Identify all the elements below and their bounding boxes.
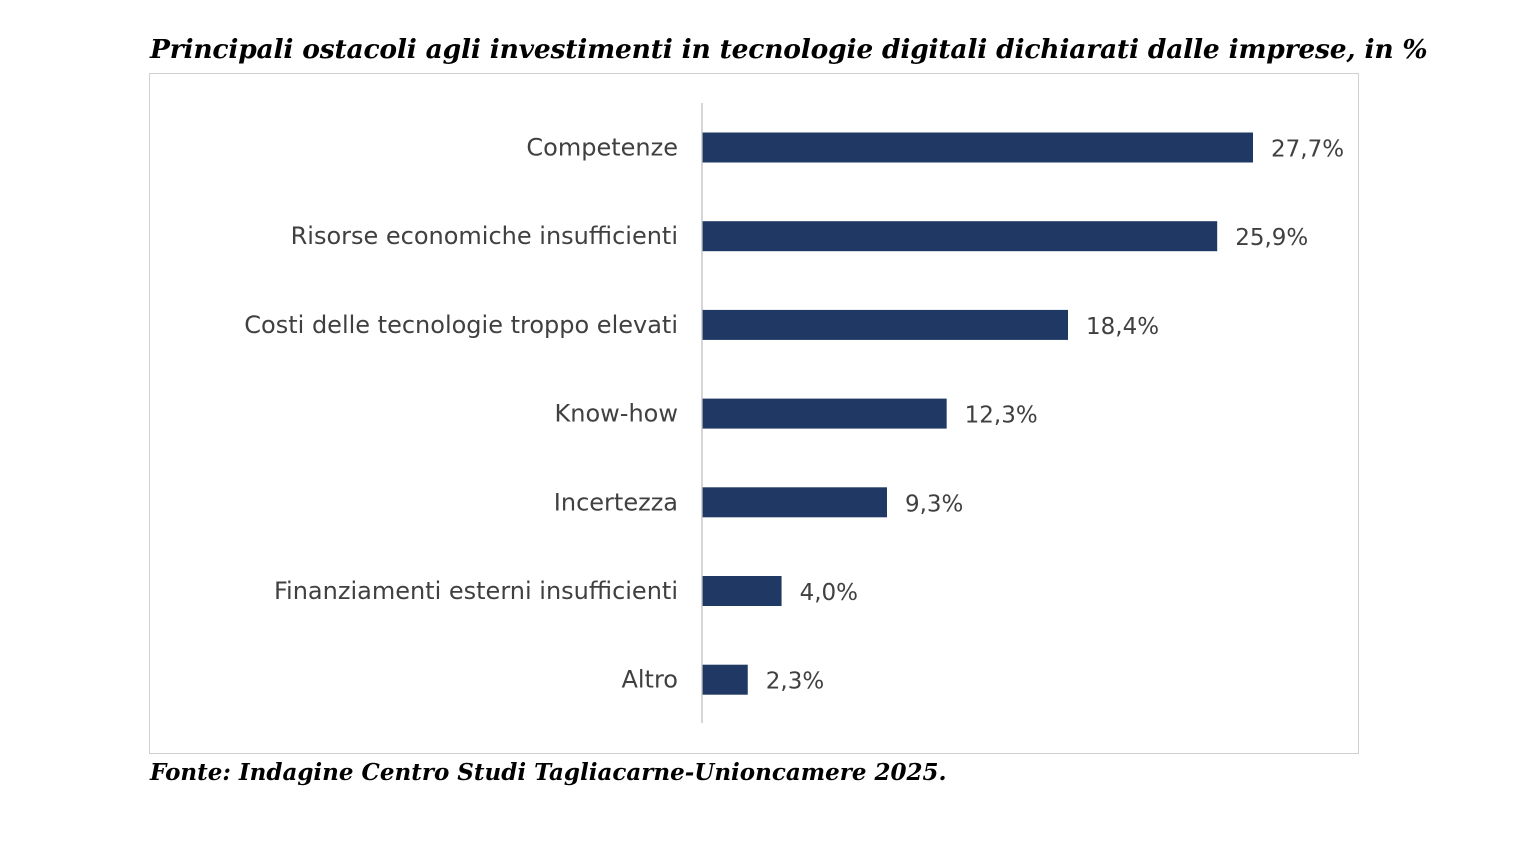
value-label: 18,4%: [1086, 314, 1159, 340]
category-label: Finanziamenti esterni insufficienti: [274, 577, 678, 605]
value-label: 4,0%: [800, 580, 858, 606]
bar: [702, 576, 782, 606]
value-label: 27,7%: [1271, 137, 1344, 163]
bar-group: Costi delle tecnologie troppo elevati 18,…: [244, 309, 1159, 340]
bar: [702, 221, 1218, 252]
category-label: Competenze: [526, 134, 678, 162]
value-label: 12,3%: [965, 403, 1038, 429]
source-note: Fonte: Indagine Centro Studi Tagliacarne…: [150, 759, 947, 786]
bar-group: Risorse economiche insufficienti 25,9%: [291, 221, 1308, 252]
chart-title: Principali ostacoli agli investimenti in…: [150, 34, 1428, 65]
chart-area: [149, 73, 1359, 754]
bar-group: Altro 2,3%: [621, 664, 824, 695]
bar: [702, 398, 947, 429]
bar-group: Competenze 27,7%: [526, 132, 1344, 163]
bar-group: Finanziamenti esterni insufficienti 4,0%: [274, 576, 858, 606]
bars-layer: Competenze 27,7% Risorse economiche insuff…: [244, 132, 1344, 695]
category-label: Know-how: [555, 400, 678, 428]
bar: [702, 309, 1069, 340]
value-label: 25,9%: [1235, 225, 1308, 251]
category-label: Incertezza: [554, 488, 678, 516]
bar-group: Incertezza 9,3%: [554, 487, 963, 518]
category-label: Altro: [621, 666, 678, 694]
bar-group: Know-how 12,3%: [555, 398, 1038, 429]
bar: [702, 132, 1253, 163]
value-label: 2,3%: [766, 669, 824, 695]
value-label: 9,3%: [905, 491, 963, 517]
bar: [702, 487, 887, 518]
bar: [702, 664, 748, 695]
category-label: Costi delle tecnologie troppo elevati: [244, 311, 678, 339]
category-label: Risorse economiche insufficienti: [291, 222, 678, 250]
